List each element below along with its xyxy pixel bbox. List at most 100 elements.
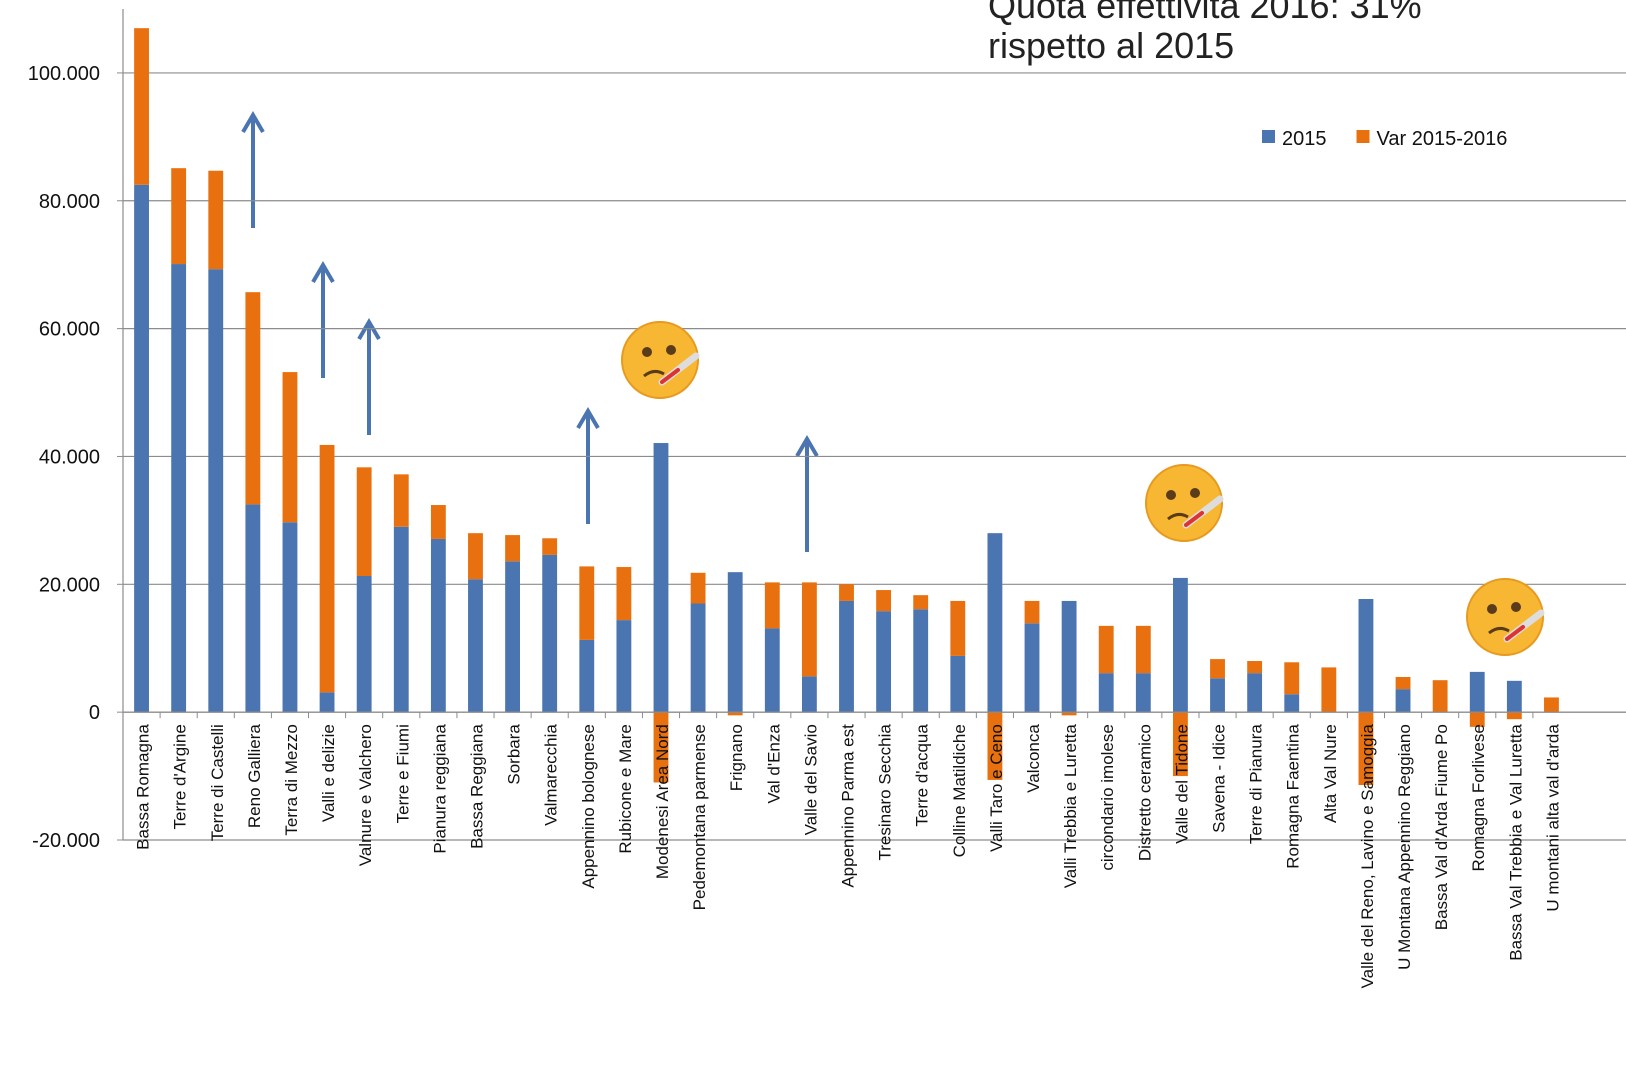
x-tick-label: Distretto ceramico	[1135, 724, 1154, 861]
bar	[653, 712, 669, 783]
emoji-face	[621, 321, 699, 399]
x-tick-label: circondario imolese	[1098, 724, 1117, 870]
emoji-face	[1145, 464, 1223, 542]
legend-swatch	[1356, 130, 1370, 143]
x-tick-label: Terre e Fiumi	[393, 724, 412, 823]
bar	[1358, 599, 1374, 713]
bar	[1506, 680, 1522, 713]
bar	[1506, 712, 1522, 720]
x-tick-label: Frignano	[727, 724, 746, 791]
bar	[505, 535, 520, 562]
y-tick-label: -20.000	[32, 830, 100, 852]
bar	[1469, 712, 1485, 727]
emoji-icon	[621, 321, 700, 399]
bar	[282, 522, 298, 713]
bar	[1358, 712, 1374, 786]
bar	[134, 28, 149, 185]
bar	[579, 566, 595, 640]
bar	[393, 526, 409, 713]
bar	[653, 443, 669, 713]
emoji-eye	[1166, 490, 1176, 500]
legend-label: 2015	[1282, 128, 1327, 150]
emoji-thermometer-fill	[660, 368, 680, 384]
emoji-eye	[642, 347, 652, 357]
x-tick-label: Valle del Reno, Lavino e Samoggia	[1358, 724, 1377, 989]
x-tick-label: Valnure e Valchero	[356, 724, 375, 866]
x-tick-label: Appennino Parma est	[839, 724, 858, 888]
bar	[1098, 673, 1114, 713]
bar	[1024, 600, 1040, 624]
bar	[950, 600, 966, 656]
x-tick-label: Tresinaro Secchia	[876, 724, 895, 861]
x-tick-label: Valle del Savio	[801, 724, 820, 835]
bar	[876, 590, 892, 612]
x-tick-label: Bassa Reggiana	[467, 724, 486, 849]
x-tick-label: Terre di Pianura	[1247, 724, 1266, 845]
emoji-thermometer-fill	[1184, 511, 1204, 527]
legend-swatch	[1262, 130, 1275, 143]
bar	[801, 582, 817, 677]
emoji-icon	[1145, 464, 1224, 542]
bar	[1247, 673, 1263, 713]
bar	[839, 600, 854, 713]
bar	[616, 620, 632, 713]
x-tick-label: Terre d'acqua	[913, 724, 932, 827]
arrow	[357, 318, 381, 435]
bar	[950, 655, 966, 713]
bar	[356, 467, 372, 576]
bar	[1544, 697, 1559, 713]
arrow	[241, 111, 265, 228]
x-tick-label: Valli Taro e Ceno	[987, 724, 1006, 852]
x-tick-label: Bassa Val Trebbia e Val Luretta	[1506, 724, 1525, 961]
chart-title: Quota effettività 2016: 31%	[988, 0, 1422, 26]
bar	[1135, 673, 1151, 713]
bar	[1061, 712, 1077, 716]
x-tick-label: Sorbara	[505, 724, 524, 785]
x-tick-label: Terre di Castelli	[208, 724, 227, 841]
x-tick-label: Rubicone e Mare	[616, 724, 635, 853]
bar	[1173, 712, 1188, 777]
bar	[1247, 661, 1263, 674]
bar	[1061, 600, 1077, 713]
x-tick-label: Savena - Idice	[1210, 724, 1229, 833]
emoji-eye	[1190, 488, 1200, 498]
bar	[542, 538, 558, 555]
bar	[876, 611, 892, 713]
x-tick-label: Bassa Val d'Arda Fiume Po	[1432, 724, 1451, 930]
y-tick-label: 0	[89, 702, 100, 724]
emoji-mouth	[1167, 512, 1189, 521]
x-tick-label: U Montana Appennino Reggiano	[1395, 724, 1414, 970]
x-tick-label: Val d'Enza	[764, 724, 783, 804]
emoji-icon	[1466, 578, 1545, 656]
bar	[764, 628, 780, 713]
bar	[690, 603, 706, 713]
bar	[134, 184, 149, 713]
emoji-mouth	[643, 369, 665, 378]
bar	[505, 561, 520, 713]
x-tick-label: Appennino bolognese	[579, 724, 598, 888]
y-tick-label: 40.000	[39, 446, 100, 468]
x-tick-label: Valmarecchia	[542, 724, 561, 826]
emoji-eye	[1487, 604, 1497, 614]
x-tick-label: Bassa Romagna	[134, 724, 153, 850]
bar	[430, 505, 446, 539]
bar	[282, 372, 298, 523]
chart-title: rispetto al 2015	[988, 25, 1234, 66]
bar	[208, 269, 224, 713]
bar	[171, 168, 187, 265]
bar	[319, 692, 335, 713]
bar	[987, 712, 1003, 780]
emoji-eye	[666, 345, 676, 355]
x-tick-label: Valli e delizie	[319, 724, 338, 822]
x-tick-label: Terre d'Argine	[171, 724, 190, 829]
bar	[208, 170, 224, 270]
x-tick-label: Colline Matildiche	[950, 724, 969, 857]
x-tick-label: Modenesi Area Nord	[653, 724, 672, 879]
x-tick-label: Terra di Mezzo	[282, 724, 301, 835]
x-tick-label: Valle del Tidone	[1172, 724, 1191, 844]
legend-label: Var 2015-2016	[1377, 128, 1508, 150]
bar	[913, 595, 929, 610]
bar	[468, 579, 483, 713]
bar	[1469, 671, 1485, 713]
